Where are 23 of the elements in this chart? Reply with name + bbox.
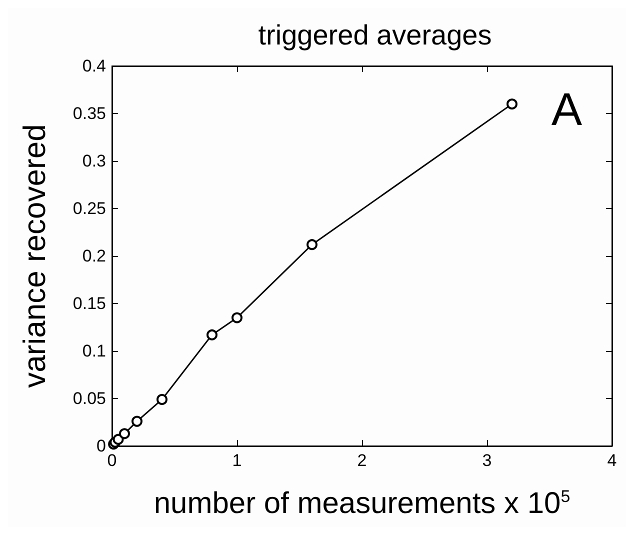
annotation: A [551,83,582,135]
x-tick-label: 3 [482,451,492,470]
y-axis-title: variance recovered [17,124,52,388]
y-tick-label: 0.05 [72,389,106,408]
y-tick-label: 0 [96,436,106,456]
point [119,428,130,440]
chart-title: triggered averages [258,20,492,50]
point [506,98,518,110]
y-tick-label: 0.3 [82,152,106,170]
y-tick-label: 0.35 [72,104,106,123]
point [306,239,318,250]
y-tick-label: 0.25 [72,199,106,218]
point [232,312,242,324]
point [132,416,142,427]
x-tick-label: 2 [357,451,367,470]
y-tick-label: 0.4 [82,56,106,76]
point [206,329,218,340]
y-tick-label: 0.1 [82,342,106,360]
x-tick-label: 1 [232,451,242,470]
y-tick-label: 0.2 [82,246,106,266]
x-tick-label: 4 [607,451,617,470]
y-tick-label: 0.15 [72,294,106,313]
point [156,394,168,405]
